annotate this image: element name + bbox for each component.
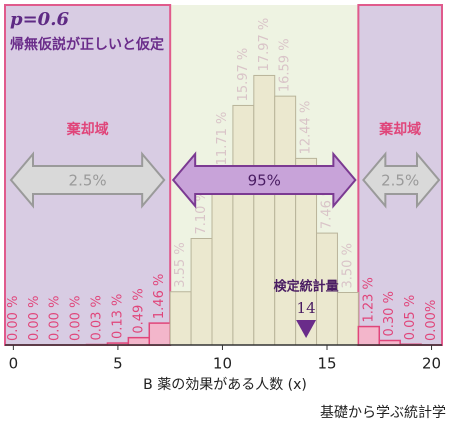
tail-arrow — [9, 151, 166, 209]
test-statistic-marker — [296, 320, 317, 338]
bar — [190, 238, 213, 346]
value-label: 1.23 % — [361, 277, 376, 322]
tail-arrow — [362, 151, 441, 209]
test-statistic-label: 検定統計量 — [274, 279, 339, 295]
middle-label: 95% — [248, 172, 281, 190]
x-tick-label: 20 — [422, 355, 441, 373]
bar — [232, 104, 255, 346]
title: p=0.6 — [10, 9, 69, 30]
value-label: 0.13 % — [110, 294, 125, 339]
value-label: 0.05 % — [403, 295, 418, 340]
value-label: 0.00 % — [48, 296, 63, 341]
value-label: 16.59 % — [278, 38, 293, 92]
x-tick-label: 10 — [213, 355, 232, 373]
value-label: 12.44 % — [299, 101, 314, 155]
value-label: 7.46 % — [320, 184, 335, 229]
bar — [253, 74, 276, 346]
value-label: 15.97 % — [236, 48, 251, 102]
bar — [169, 291, 192, 346]
test-statistic-value: 14 — [297, 299, 316, 317]
tail-label: 2.5% — [69, 172, 107, 190]
value-label: 0.00 % — [6, 296, 21, 341]
bar — [148, 322, 171, 346]
value-label: 0.00% — [424, 300, 439, 341]
middle-arrow — [171, 151, 357, 209]
value-label: 3.55 % — [173, 242, 188, 287]
x-tick-label: 5 — [113, 355, 123, 373]
x-tick-label: 15 — [317, 355, 336, 373]
bar — [211, 168, 234, 346]
x-tick-label: 0 — [9, 355, 19, 373]
value-label: 7.10 % — [194, 189, 209, 234]
bar — [274, 95, 297, 346]
x-axis-title: B 薬の効果がある人数 (x) — [143, 377, 307, 393]
bar — [336, 292, 359, 346]
value-label: 17.97 % — [257, 18, 272, 72]
bar — [127, 336, 151, 346]
subtitle: 帰無仮説が正しいと仮定 — [10, 36, 164, 53]
value-label: 0.30 % — [382, 291, 397, 336]
value-label: 0.00 % — [69, 296, 84, 341]
value-label: 11.71 % — [215, 112, 230, 166]
value-label: 0.49 % — [131, 288, 146, 333]
source: 基礎から学ぶ統計学 — [320, 404, 446, 421]
tail-label: 2.5% — [381, 172, 419, 190]
value-label: 0.00 % — [27, 296, 42, 341]
rejection-label: 棄却域 — [378, 121, 421, 138]
value-label: 1.46 % — [152, 274, 167, 319]
bar — [357, 325, 381, 346]
value-label: 0.03 % — [90, 295, 105, 340]
rejection-label: 棄却域 — [66, 121, 109, 138]
value-label: 3.50 % — [340, 243, 355, 288]
